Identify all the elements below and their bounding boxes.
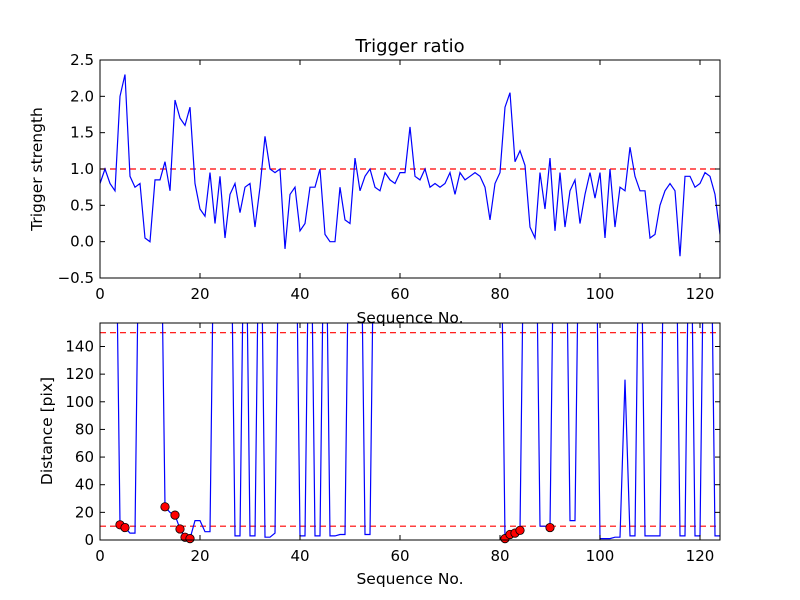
- highlight-marker: [545, 522, 555, 533]
- series-lines: [100, 74, 720, 257]
- x-tick-label: 80: [490, 285, 509, 303]
- y-tick-label: 0.5: [70, 196, 94, 214]
- chart-trigger-ratio: Trigger ratio 0 20 40 60 80 100 120 −0.5 0.0 0.5 1…: [28, 36, 721, 327]
- chart-title: Trigger ratio: [354, 36, 464, 57]
- highlight-marker: [120, 522, 130, 533]
- y-axis-title: Distance [pix]: [38, 377, 56, 485]
- x-tick-label: 0: [95, 285, 105, 303]
- x-tick-label: 100: [586, 285, 615, 303]
- series-line: [100, 74, 720, 257]
- x-tick-label: 0: [95, 547, 105, 565]
- series-line: [116, 323, 720, 540]
- y-tick-label: −0.5: [58, 269, 94, 287]
- y-tick-label: 120: [65, 365, 94, 383]
- y-tick-label: 2.5: [70, 51, 94, 69]
- y-tick-label: 1.0: [70, 160, 94, 178]
- x-tick-label: 60: [390, 547, 409, 565]
- x-tick-label: 120: [686, 285, 715, 303]
- y-tick-label: 140: [65, 337, 94, 355]
- highlight-marker: [170, 510, 180, 520]
- x-tick-label: 120: [686, 547, 715, 565]
- series-lines: [116, 323, 720, 540]
- y-tick-label: 40: [75, 476, 94, 494]
- x-tick-label: 20: [190, 547, 209, 565]
- chart-distance: 0 20 40 60 80 100 120 0 20 40 60 80 100 120 140 Sequen…: [38, 322, 721, 588]
- y-tick-label: 0: [84, 531, 94, 549]
- y-tick-label: 60: [75, 448, 94, 466]
- axis-ticks: 0 20 40 60 80 100 120 −0.5 0.0 0.5 1.0 1.5 2.0 2.5: [58, 51, 720, 303]
- highlight-markers: [115, 502, 555, 544]
- x-tick-label: 20: [190, 285, 209, 303]
- y-tick-label: 80: [75, 420, 94, 438]
- x-tick-label: 40: [290, 285, 309, 303]
- y-tick-label: 20: [75, 503, 94, 521]
- x-tick-label: 80: [490, 547, 509, 565]
- y-tick-label: 0.0: [70, 233, 94, 251]
- y-tick-label: 2.0: [70, 87, 94, 105]
- y-axis-title: Trigger strength: [28, 107, 46, 232]
- x-tick-label: 40: [290, 547, 309, 565]
- x-tick-label: 60: [390, 285, 409, 303]
- highlight-marker: [160, 502, 170, 512]
- y-tick-label: 1.5: [70, 124, 94, 142]
- axis-ticks: 0 20 40 60 80 100 120 0 20 40 60 80 100 120 140: [65, 323, 720, 565]
- x-tick-label: 100: [586, 547, 615, 565]
- x-axis-title: Sequence No.: [356, 570, 463, 588]
- highlight-marker: [175, 524, 185, 534]
- highlight-marker: [515, 525, 525, 535]
- reference-lines: [100, 332, 720, 527]
- highlight-marker: [185, 534, 195, 544]
- y-tick-label: 100: [65, 393, 94, 411]
- plot-frame: [99, 322, 721, 541]
